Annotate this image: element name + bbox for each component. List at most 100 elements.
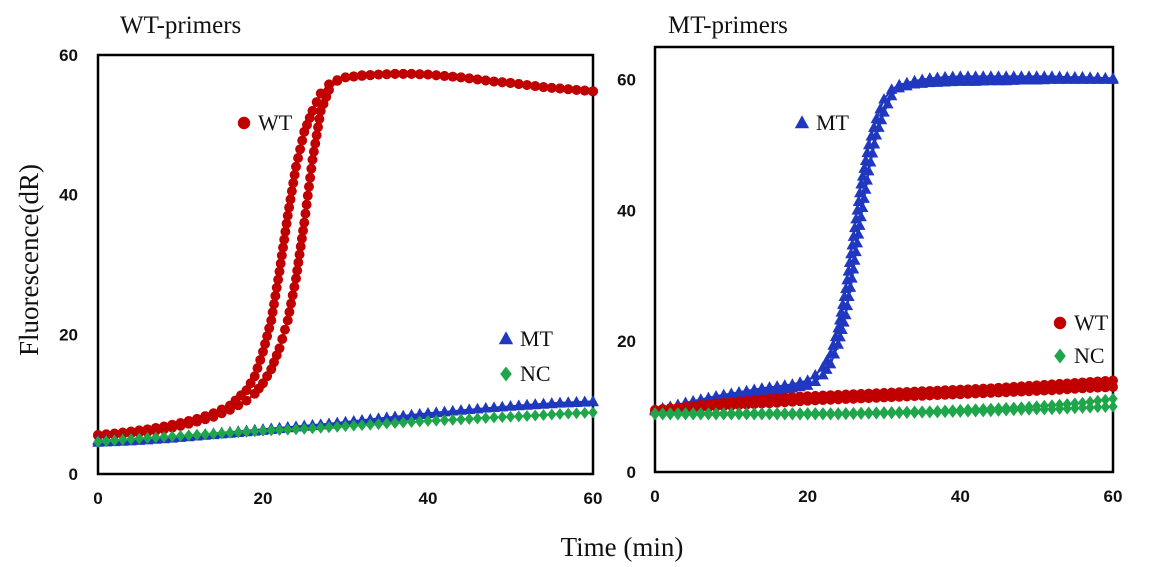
- mt-data-point: [1008, 386, 1019, 397]
- wt-data-point: [547, 408, 557, 421]
- mt-legend-marker: [1053, 316, 1067, 330]
- wt-data-point: [175, 420, 186, 431]
- wt-data-point: [471, 402, 484, 414]
- wt-data-point: [293, 153, 304, 163]
- mt-data-point: [1024, 386, 1034, 397]
- mt-data-point: [780, 408, 790, 421]
- mt-data-point: [878, 106, 890, 117]
- mt-data-point: [772, 408, 782, 421]
- mt-data-point: [970, 405, 981, 418]
- mt-data-point: [1047, 403, 1057, 416]
- mt-data-point: [834, 330, 846, 342]
- wt-data-point: [414, 69, 425, 80]
- wt-data-point: [406, 68, 417, 79]
- wt-data-point: [571, 407, 582, 420]
- wt-data-point: [456, 72, 466, 83]
- mt-data-point: [882, 98, 894, 109]
- wt-data-point: [208, 411, 219, 422]
- mt-data-point: [795, 408, 805, 421]
- wt-data-point: [269, 299, 279, 310]
- wt-data-point: [587, 395, 599, 406]
- mt-legend-label: WT: [1074, 310, 1109, 335]
- wt-data-point: [294, 249, 305, 260]
- mt-data-point: [1108, 392, 1118, 405]
- wt-data-point: [563, 84, 574, 95]
- wt-legend-marker: [498, 331, 514, 345]
- mt-y-tick-label: 0: [627, 463, 636, 482]
- mt-data-point: [840, 308, 852, 320]
- wt-data-point: [299, 422, 309, 435]
- wt-y-ticks: 0 20 40 60: [59, 46, 78, 484]
- mt-series-nc-5: [650, 400, 1118, 421]
- wt-data-point: [588, 406, 598, 419]
- mt-data-point: [1070, 402, 1080, 415]
- mt-data-point: [817, 395, 828, 406]
- mt-data-point: [711, 401, 722, 412]
- wt-data-point: [455, 404, 467, 415]
- mt-data-point: [1108, 400, 1118, 413]
- wt-data-point: [324, 421, 334, 434]
- mt-data-point: [1032, 403, 1042, 416]
- mt-data-point: [855, 210, 867, 222]
- mt-data-point: [832, 338, 844, 349]
- mt-data-point: [886, 407, 897, 420]
- wt-data-point: [415, 415, 425, 428]
- wt-data-point: [464, 413, 474, 426]
- wt-data-point: [512, 399, 525, 410]
- wt-data-point: [287, 290, 298, 301]
- wt-data-point: [529, 398, 542, 409]
- mt-data-point: [741, 399, 752, 410]
- mt-data-point: [809, 375, 822, 386]
- mt-data-point: [841, 299, 854, 311]
- wt-data-point: [316, 421, 326, 434]
- mt-data-point: [985, 387, 996, 398]
- mt-data-point: [852, 195, 865, 206]
- wt-series-line: [97, 72, 594, 437]
- wt-data-point: [497, 411, 507, 424]
- wt-data-point: [489, 411, 499, 424]
- mt-data-point: [993, 387, 1004, 398]
- mt-data-point: [924, 76, 936, 88]
- mt-data-point: [1077, 401, 1088, 414]
- mt-data-point: [1069, 383, 1080, 394]
- wt-data-point: [233, 426, 243, 439]
- wt-data-point: [249, 371, 260, 382]
- mt-data-point: [969, 75, 982, 86]
- mt-series-layer: [649, 70, 1119, 421]
- mt-data-point: [946, 75, 959, 87]
- mt-data-point: [852, 228, 865, 239]
- mt-data-point: [657, 408, 668, 421]
- wt-data-point: [142, 432, 153, 445]
- wt-legend-nc: NC: [500, 361, 551, 386]
- mt-data-point: [977, 75, 989, 86]
- wt-data-point: [340, 72, 351, 83]
- mt-y-tick-label: 20: [617, 332, 636, 351]
- mt-data-point: [1100, 393, 1111, 406]
- mt-data-point: [810, 395, 821, 406]
- wt-primers-panel: WT-primers 0 20 40 60 0 20 40 60 WT MT NC: [59, 12, 602, 508]
- mt-data-point: [734, 400, 744, 411]
- mt-data-point: [970, 388, 981, 399]
- mt-data-point: [864, 156, 877, 167]
- wt-data-point: [447, 71, 458, 82]
- wt-data-point: [271, 282, 282, 293]
- mt-data-point: [665, 408, 675, 421]
- mt-data-point: [862, 165, 875, 176]
- mt-data-point: [875, 113, 888, 125]
- mt-data-point: [939, 76, 951, 87]
- mt-data-point: [909, 406, 920, 419]
- wt-data-point: [481, 411, 491, 424]
- mt-data-point: [787, 396, 798, 407]
- mt-data-point: [680, 408, 691, 421]
- mt-data-point: [1046, 73, 1058, 84]
- wt-data-point: [472, 74, 483, 85]
- wt-data-point: [365, 70, 376, 81]
- wt-data-point: [291, 161, 301, 172]
- mt-data-point: [848, 408, 859, 421]
- wt-data-point: [126, 433, 136, 446]
- mt-data-point: [688, 408, 698, 421]
- mt-data-point: [757, 408, 767, 421]
- mt-data-point: [843, 290, 855, 301]
- mt-data-point: [894, 391, 905, 402]
- mt-data-point: [828, 348, 841, 359]
